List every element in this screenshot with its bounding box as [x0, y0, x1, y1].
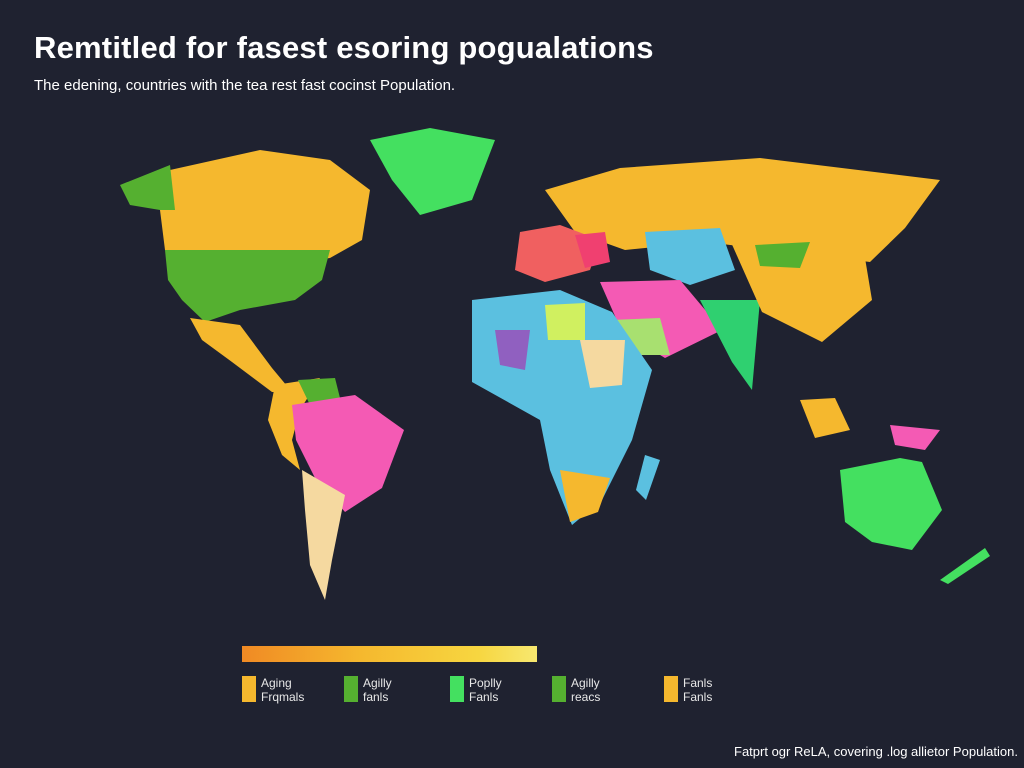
- region: [575, 232, 610, 268]
- region: [268, 378, 320, 470]
- region: [580, 340, 625, 388]
- color-ramp: [242, 646, 537, 662]
- legend-label: Agilly fanls: [363, 676, 392, 704]
- region: [545, 303, 585, 340]
- legend-label: Aging Frqmals: [261, 676, 304, 704]
- region: [645, 228, 735, 285]
- region: [636, 455, 660, 500]
- legend-text: Fanls: [469, 690, 499, 704]
- region: [755, 242, 810, 268]
- legend-text: Agilly: [363, 676, 392, 690]
- world-map: [120, 128, 990, 600]
- footer: Fatprt ogr ReLA, covering .log allietor …: [734, 744, 1018, 759]
- region: [700, 300, 760, 390]
- region: [298, 378, 340, 405]
- region: [890, 425, 940, 450]
- legend-swatch: [664, 676, 678, 702]
- legend-item: Fanls Fanls: [664, 676, 712, 704]
- region: [940, 548, 990, 584]
- legend-label: Agilly reacs: [571, 676, 600, 704]
- legend-text: Fanls: [683, 676, 713, 690]
- subtitle: The edening, countries with the tea rest…: [34, 77, 456, 94]
- region: [165, 250, 330, 322]
- legend-item: Agilly fanls: [344, 676, 392, 704]
- region: [302, 470, 345, 600]
- legend-text: Fanls: [683, 690, 713, 704]
- legend-label: Poplly Fanls: [469, 676, 502, 704]
- region: [370, 128, 495, 215]
- legend-swatch: [450, 676, 464, 702]
- legend-item: Poplly Fanls: [450, 676, 502, 704]
- region: [600, 280, 722, 358]
- region: [160, 150, 370, 262]
- region: [840, 458, 942, 550]
- region: [545, 158, 940, 262]
- legend-swatch: [242, 676, 256, 702]
- region: [560, 470, 610, 522]
- legend-item: Agilly reacs: [552, 676, 600, 704]
- title: Remtitled for fasest esoring pogualation…: [34, 30, 654, 65]
- region: [495, 330, 530, 370]
- legend-text: Poplly: [469, 676, 502, 690]
- legend: Aging Frqmals Agilly fanls Poplly Fanls Agilly…: [242, 676, 742, 710]
- legend-text: Frqmals: [261, 690, 305, 704]
- legend-item: Aging Frqmals: [242, 676, 304, 704]
- legend-swatch: [344, 676, 358, 702]
- region: [120, 165, 175, 210]
- legend-text: reacs: [571, 690, 601, 704]
- legend-text: Agilly: [571, 676, 600, 690]
- legend-text: fanls: [363, 690, 389, 704]
- region: [800, 398, 850, 438]
- legend-swatch: [552, 676, 566, 702]
- region: [190, 318, 292, 392]
- legend-label: Fanls Fanls: [683, 676, 712, 704]
- legend-text: Aging: [261, 676, 292, 690]
